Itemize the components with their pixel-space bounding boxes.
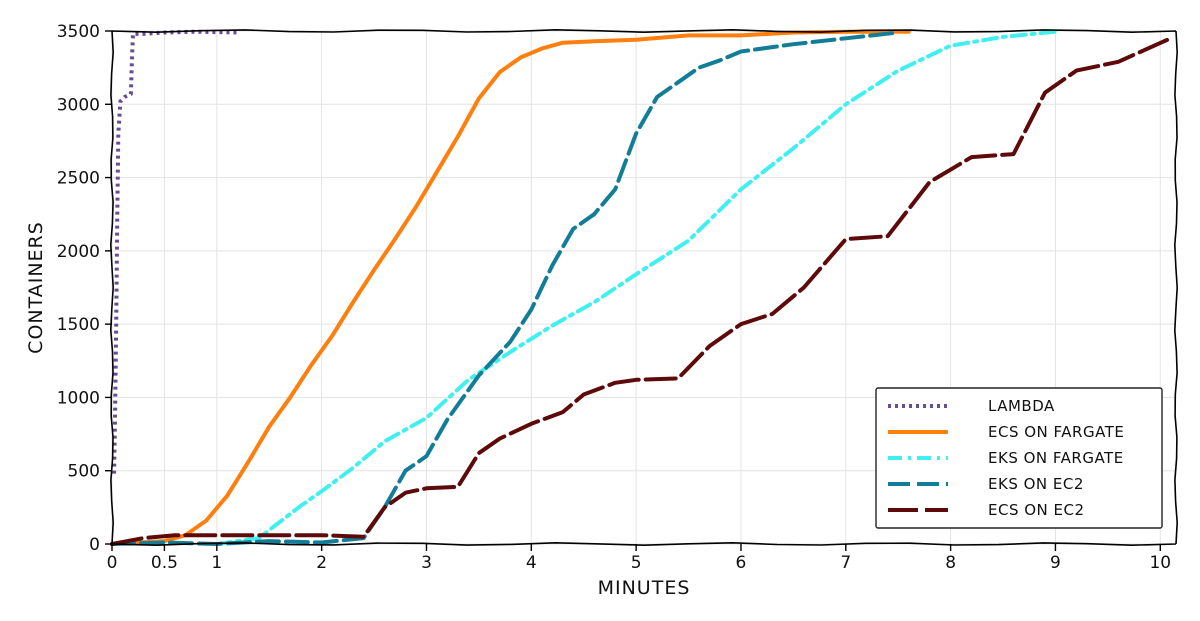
x-tick-label: 2: [316, 553, 327, 573]
series-line: [110, 36, 1173, 546]
x-tick-label: 1: [211, 553, 222, 573]
x-tick-label: 10: [1149, 553, 1171, 573]
y-tick-label: 3500: [57, 22, 100, 42]
y-tick-label: 0: [89, 535, 100, 555]
legend-box: [875, 387, 1163, 529]
x-tick-label: 6: [736, 553, 747, 573]
legend-label: EKS ON EC2: [988, 475, 1084, 493]
y-axis: 0 500 1000 1500 2000 2500 3000 3500: [57, 22, 112, 555]
series-line: [214, 29, 1058, 546]
x-tick-label: 3: [421, 553, 432, 573]
x-tick-label: 5: [631, 553, 642, 573]
x-tick-label: 4: [526, 553, 537, 573]
y-axis-title: CONTAINERS: [25, 221, 47, 354]
y-tick-label: 1500: [57, 315, 100, 335]
y-tick-label: 1000: [57, 388, 100, 408]
legend-label: ECS ON FARGATE: [988, 423, 1124, 441]
series-line: [110, 29, 911, 546]
series-lines: [110, 29, 1173, 546]
y-tick-label: 500: [68, 462, 100, 482]
x-tick-label: 9: [1050, 553, 1061, 573]
x-tick-label: 0: [107, 553, 118, 573]
x-axis: 0 0.5 1 2 3 4 5 6 7 8 9 10: [107, 544, 1171, 573]
series-line: [110, 30, 901, 546]
legend-label: EKS ON FARGATE: [988, 449, 1124, 467]
y-tick-label: 2000: [57, 242, 100, 262]
x-tick-label: 8: [945, 553, 956, 573]
y-tick-label: 3000: [57, 95, 100, 115]
x-tick-label: 7: [840, 553, 851, 573]
legend: LAMBDA ECS ON FARGATE EKS ON FARGATE EKS ON…: [875, 387, 1163, 529]
legend-label: LAMBDA: [988, 397, 1055, 415]
series-line: [112, 29, 238, 474]
x-tick-label: 0.5: [151, 553, 178, 573]
legend-label: ECS ON EC2: [988, 501, 1085, 519]
plot-frame: [109, 28, 1179, 547]
y-tick-label: 2500: [57, 169, 100, 189]
x-axis-title: MINUTES: [598, 577, 691, 599]
